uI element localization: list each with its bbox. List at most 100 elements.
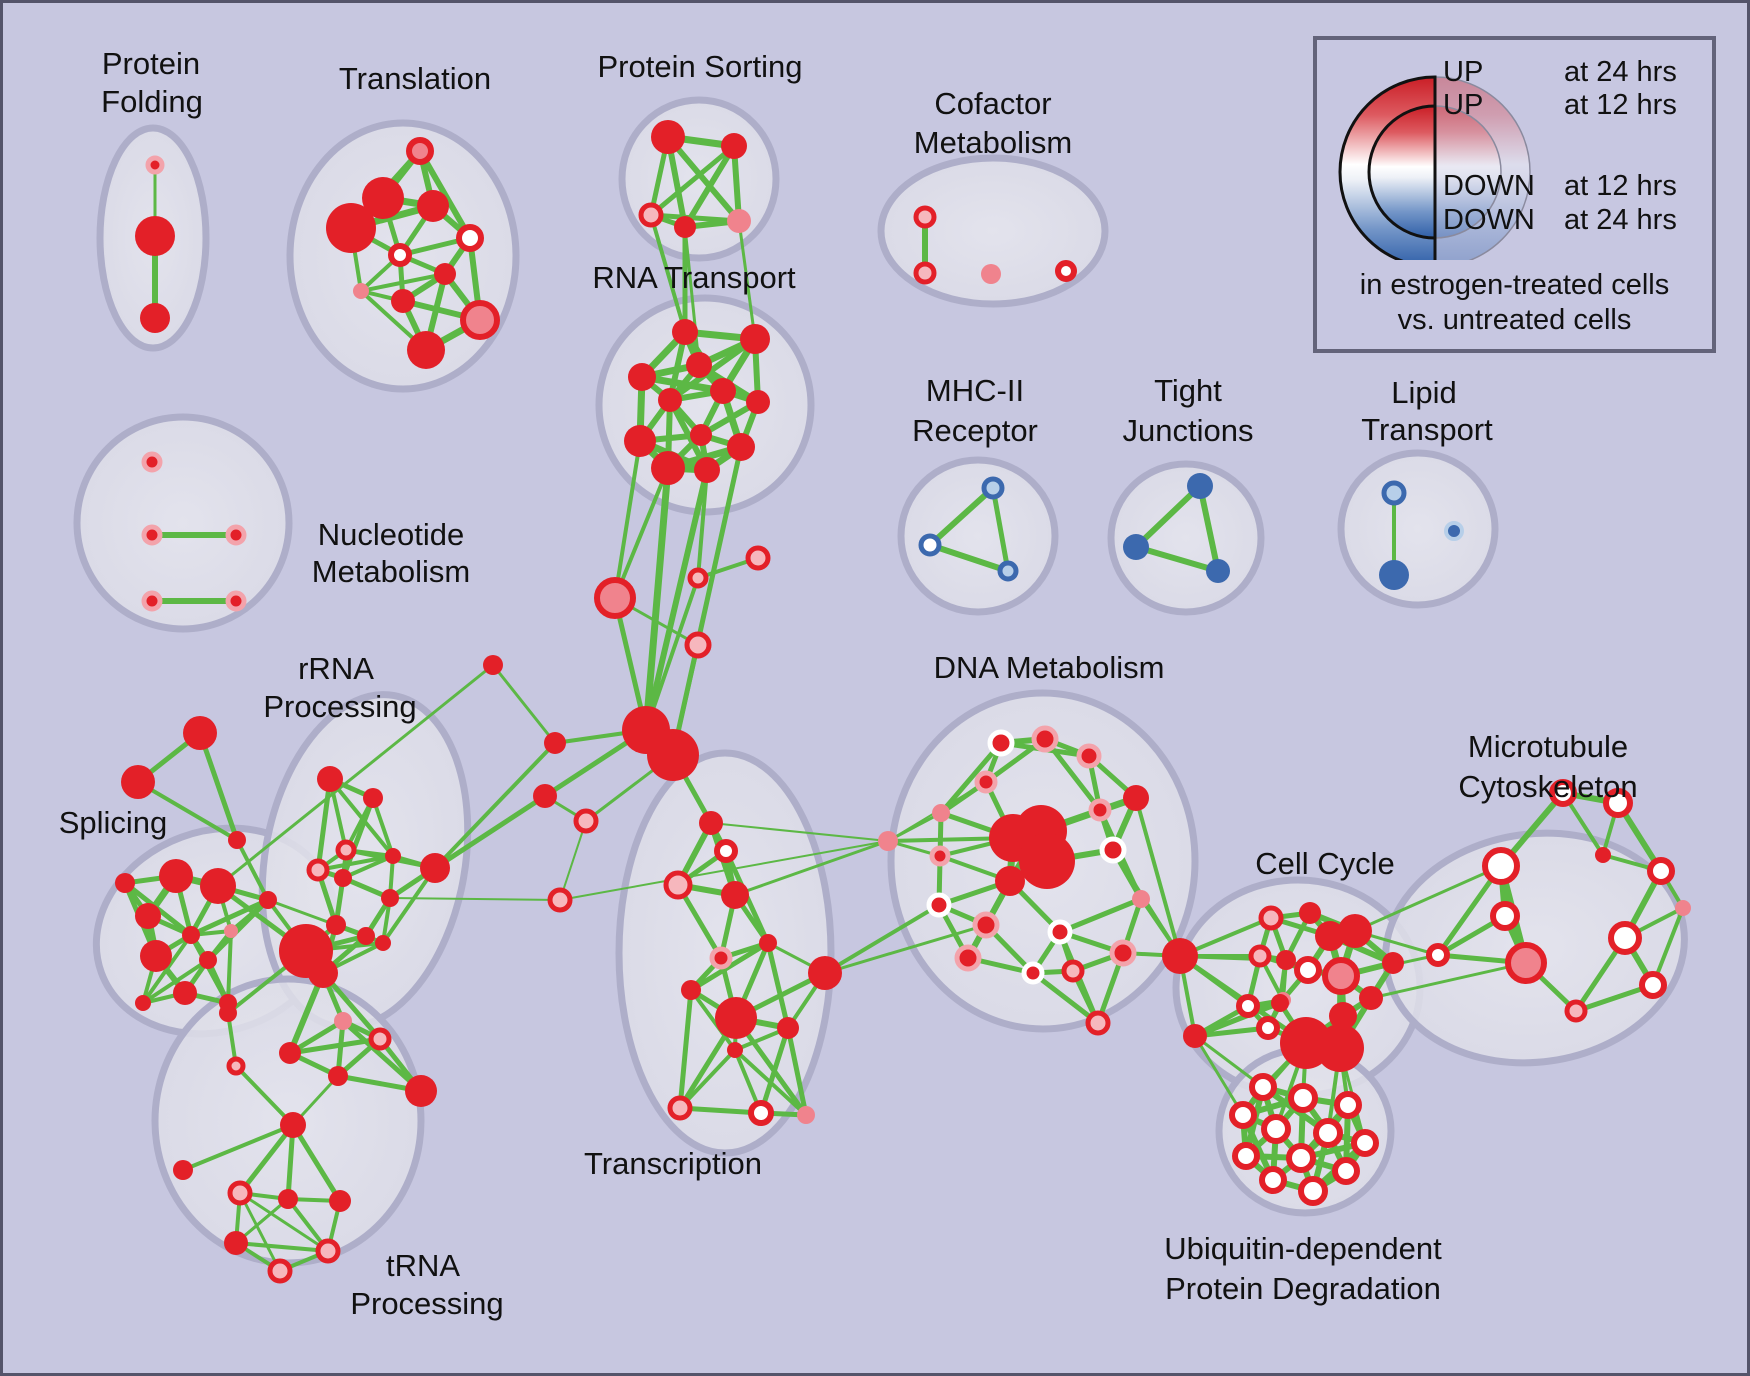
cluster-label-cellcycle: Cell Cycle [1255, 846, 1395, 881]
legend-up-24-label: UP [1443, 56, 1484, 88]
gene-node-lipid [1444, 521, 1464, 541]
network-edge [381, 866, 437, 945]
legend-up-12-time: at 12 hrs [1564, 89, 1677, 121]
gene-node-dna [1109, 939, 1137, 967]
gene-node-rrna [357, 927, 375, 945]
gene-node-ubiquitin [1332, 1157, 1360, 1185]
network-edge [667, 336, 758, 403]
gene-node-cofactor [913, 261, 937, 285]
cluster-ellipse-nucleotide [73, 413, 293, 633]
network-edge [644, 576, 700, 732]
gene-node-ubiquitin [1288, 1083, 1318, 1113]
gene-node-mhc [981, 476, 1005, 500]
network-edge [340, 1018, 424, 1094]
gene-node-microtubule [1603, 788, 1633, 818]
gene-node-cellcycle [1294, 956, 1322, 984]
gene-node-dna [995, 866, 1025, 896]
gene-node-protein_folding [135, 216, 175, 256]
gene-node-translation [407, 331, 445, 369]
gene-node-connectors [483, 655, 503, 675]
gene-node-rna_transport [686, 352, 712, 378]
network-edge [642, 464, 672, 734]
gene-node-connectors [808, 956, 842, 990]
gene-node-cellcycle [1258, 905, 1284, 931]
network-edge [643, 467, 710, 733]
gene-node-trna [278, 1189, 298, 1209]
gene-node-transcription [727, 1042, 743, 1058]
cluster-label-microtubule: Microtubule [1468, 729, 1628, 764]
gene-node-tight [1123, 534, 1149, 560]
network-edge [234, 1064, 295, 1127]
gene-node-ubiquitin [1232, 1142, 1260, 1170]
gene-node-dna [1019, 833, 1075, 889]
cluster-label-lipid: Lipid [1391, 375, 1457, 410]
network-edge [359, 272, 447, 293]
gene-node-transcription [667, 1095, 693, 1121]
gene-node-microtubule [1564, 999, 1588, 1023]
gene-node-microtubule [1647, 857, 1675, 885]
gene-node-translation [456, 224, 484, 252]
gene-node-rrna [420, 853, 450, 883]
legend-down-12-label: DOWN [1443, 170, 1535, 202]
gene-node-translation [326, 203, 376, 253]
network-edge [238, 1191, 330, 1253]
network-edge [765, 940, 791, 1031]
gene-node-trna [267, 1258, 293, 1284]
gene-node-dna [1021, 961, 1045, 985]
gene-node-dna [1047, 919, 1073, 945]
gene-node-protein_folding [140, 303, 170, 333]
network-edge [1133, 544, 1221, 574]
gene-node-rrna [381, 889, 399, 907]
gene-node-dna [1088, 798, 1112, 822]
gene-node-lipid [1379, 560, 1409, 590]
gene-node-connectors [533, 784, 557, 808]
network-edge [181, 1123, 295, 1172]
network-edge [683, 225, 701, 367]
gene-node-lipid [1381, 480, 1407, 506]
gene-node-connectors [647, 729, 699, 781]
network-edge [205, 897, 271, 963]
gene-node-translation [388, 243, 412, 267]
cluster-label-protein_sorting: Protein Sorting [597, 49, 802, 84]
gene-node-cellcycle [1183, 1024, 1207, 1048]
network-edge [141, 958, 210, 1005]
network-edge [710, 822, 889, 842]
network-edge [315, 776, 333, 873]
cluster-label-mhc: Receptor [912, 413, 1038, 448]
gene-node-splicing [200, 868, 236, 904]
gene-node-rna_transport [628, 363, 656, 391]
gene-node-protein_sorting [727, 209, 751, 233]
network-edge [559, 840, 889, 901]
gene-node-trna [315, 1238, 341, 1264]
network-edge [733, 839, 890, 897]
gene-node-microtubule [1608, 921, 1642, 955]
gene-node-transcription [777, 1017, 799, 1039]
network-edge [1353, 864, 1503, 933]
network-edge [938, 740, 1004, 816]
gene-node-trna [227, 1180, 253, 1206]
network-edge [688, 940, 771, 993]
gene-node-protein_folding [145, 155, 165, 175]
network-edge [648, 143, 737, 218]
network-edge [136, 780, 239, 842]
network-edge [733, 1048, 808, 1117]
network-edge [927, 485, 996, 548]
legend-inner-left-half [1367, 104, 1437, 240]
network-edge [1193, 998, 1285, 1038]
gene-node-rna_transport [727, 433, 755, 461]
gene-node-cellcycle [1271, 994, 1289, 1012]
gene-node-splicing_outliers [228, 831, 246, 849]
cluster-label-protein_folding: Protein [102, 46, 200, 81]
network-edge [1193, 1034, 1245, 1117]
gene-node-transcription [721, 881, 749, 909]
cluster-label-mhc: MHC-II [926, 373, 1024, 408]
gene-node-rrna [328, 1066, 348, 1086]
gene-node-rna_transport [710, 378, 736, 404]
gene-node-cellcycle [1236, 994, 1260, 1018]
gene-node-nucleotide [141, 451, 163, 473]
network-edge [371, 796, 395, 858]
gene-node-rrna [405, 1075, 437, 1107]
network-edge [613, 466, 670, 600]
gene-node-rrna [279, 1042, 301, 1064]
gene-node-rrna [334, 1012, 352, 1030]
